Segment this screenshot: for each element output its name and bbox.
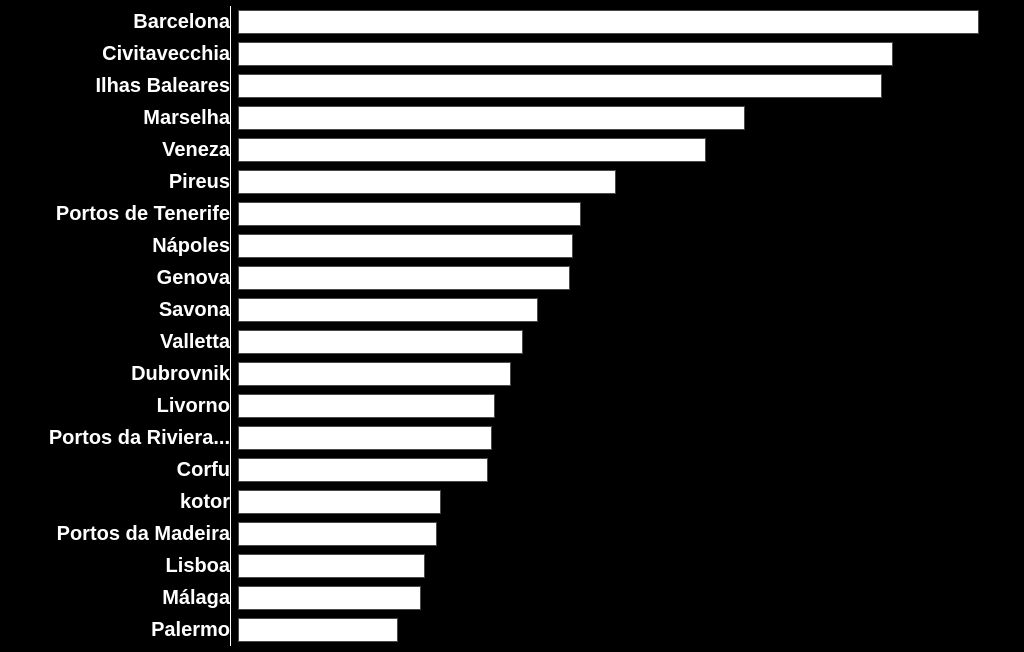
bar [238,202,581,226]
category-label: Barcelona [0,10,238,34]
chart-row: Marselha [0,106,1024,130]
horizontal-bar-chart: Barcelona Civitavecchia Ilhas Baleares Mars… [0,0,1024,652]
chart-row: Genova [0,266,1024,290]
chart-row: Valletta [0,330,1024,354]
chart-row: kotor [0,490,1024,514]
chart-row: Portos de Tenerife [0,202,1024,226]
bar [238,42,893,66]
bar [238,74,882,98]
category-label: Dubrovnik [0,362,238,386]
category-label: Portos da Madeira [0,522,238,546]
bar [238,330,523,354]
chart-row: Pireus [0,170,1024,194]
bar [238,458,488,482]
category-label: Civitavecchia [0,42,238,66]
chart-row: Civitavecchia [0,42,1024,66]
bar [238,298,538,322]
y-axis-line [230,6,231,646]
category-label: Portos da Riviera... [0,426,238,450]
category-label: Livorno [0,394,238,418]
bar [238,266,570,290]
category-label: Málaga [0,586,238,610]
chart-row: Corfu [0,458,1024,482]
bar [238,586,421,610]
category-label: kotor [0,490,238,514]
category-label: Lisboa [0,554,238,578]
chart-row: Portos da Madeira [0,522,1024,546]
chart-row: Lisboa [0,554,1024,578]
bar [238,426,492,450]
bar [238,522,437,546]
bar [238,106,745,130]
category-label: Ilhas Baleares [0,74,238,98]
bar [238,234,573,258]
bar [238,618,398,642]
category-label: Palermo [0,618,238,642]
bar [238,10,979,34]
bar [238,138,706,162]
category-label: Valletta [0,330,238,354]
chart-row: Barcelona [0,10,1024,34]
bar [238,362,511,386]
category-label: Portos de Tenerife [0,202,238,226]
chart-row: Palermo [0,618,1024,642]
chart-row: Portos da Riviera... [0,426,1024,450]
chart-row: Savona [0,298,1024,322]
chart-row: Dubrovnik [0,362,1024,386]
category-label: Nápoles [0,234,238,258]
chart-row: Málaga [0,586,1024,610]
category-label: Corfu [0,458,238,482]
category-label: Marselha [0,106,238,130]
category-label: Savona [0,298,238,322]
chart-row: Nápoles [0,234,1024,258]
bar [238,170,616,194]
bar [238,490,441,514]
category-label: Genova [0,266,238,290]
bar [238,394,495,418]
chart-row: Ilhas Baleares [0,74,1024,98]
chart-row: Livorno [0,394,1024,418]
category-label: Veneza [0,138,238,162]
category-label: Pireus [0,170,238,194]
bar [238,554,425,578]
chart-row: Veneza [0,138,1024,162]
